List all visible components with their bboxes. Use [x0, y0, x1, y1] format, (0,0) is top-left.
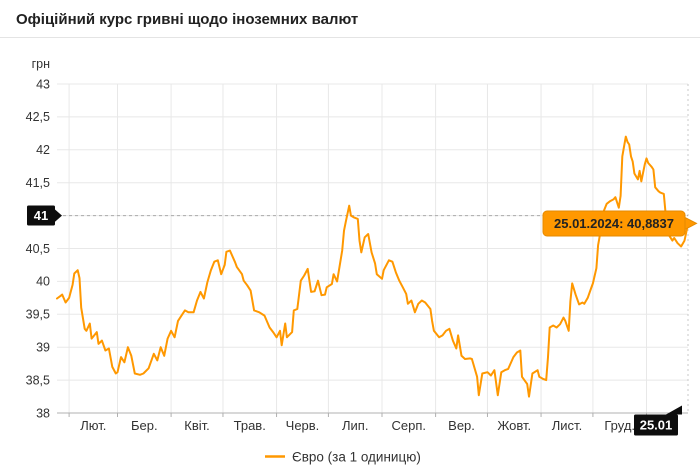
y-axis-tick-label: 39,5 [26, 308, 50, 322]
x-axis-month-label: Лип. [342, 418, 368, 433]
selected-date-marker-pointer-icon [666, 405, 682, 415]
y-axis-tick-label: 38 [36, 406, 50, 420]
x-axis-month-label: Груд. [604, 418, 635, 433]
y-axis-tick-label: 42,5 [26, 110, 50, 124]
legend-label: Євро (за 1 одиницю) [292, 450, 421, 465]
selected-rate-marker: 41 [27, 205, 62, 226]
x-axis-month-label: Серп. [392, 418, 427, 433]
y-axis-tick-label: 43 [36, 77, 50, 91]
y-axis-tick-label: 41,5 [26, 176, 50, 190]
x-axis-month-label: Трав. [234, 418, 266, 433]
selected-date-marker-label: 25.01 [640, 418, 673, 433]
x-axis-month-label: Черв. [286, 418, 320, 433]
y-axis-tick-label: 42 [36, 143, 50, 157]
y-axis-tick-label: 40 [36, 275, 50, 289]
series-line-euro [56, 135, 689, 398]
selected-date-marker-box [634, 414, 678, 436]
axis-layer: 43 42,5 42 41,5 41 40,5 40 39,5 39 38,5 38 Лют. Бер.… [26, 77, 689, 433]
selected-rate-marker-label: 41 [34, 208, 48, 223]
grid-layer [57, 83, 688, 413]
page-title: Офіційний курс гривні щодо іноземних вал… [16, 11, 359, 28]
legend-item-euro[interactable]: Євро (за 1 одиницю) [265, 450, 421, 465]
x-axis-month-label: Бер. [131, 418, 158, 433]
y-axis-units-label: грн [32, 57, 51, 71]
y-axis-tick-label: 38,5 [26, 373, 50, 387]
selected-rate-marker-box [27, 205, 55, 226]
tooltip: 25.01.2024: 40,8837 [542, 210, 698, 237]
header: Офіційний курс гривні щодо іноземних вал… [0, 0, 700, 38]
x-axis-month-label: Жовт. [497, 418, 531, 433]
x-axis-month-label: Вер. [448, 418, 475, 433]
x-axis-month-label: Лют. [80, 418, 106, 433]
x-axis-month-label: Лист. [552, 418, 582, 433]
x-axis-month-label: Квіт. [184, 418, 210, 433]
series-layer [56, 135, 691, 398]
selected-rate-marker-pointer-icon [55, 209, 62, 222]
y-axis-tick-label: 39 [36, 341, 50, 355]
selected-date-marker: 25.01 [634, 405, 682, 436]
y-axis-tick-label: 40,5 [26, 242, 50, 256]
tooltip-label: 25.01.2024: 40,8837 [554, 216, 674, 231]
tooltip-box [542, 210, 686, 237]
